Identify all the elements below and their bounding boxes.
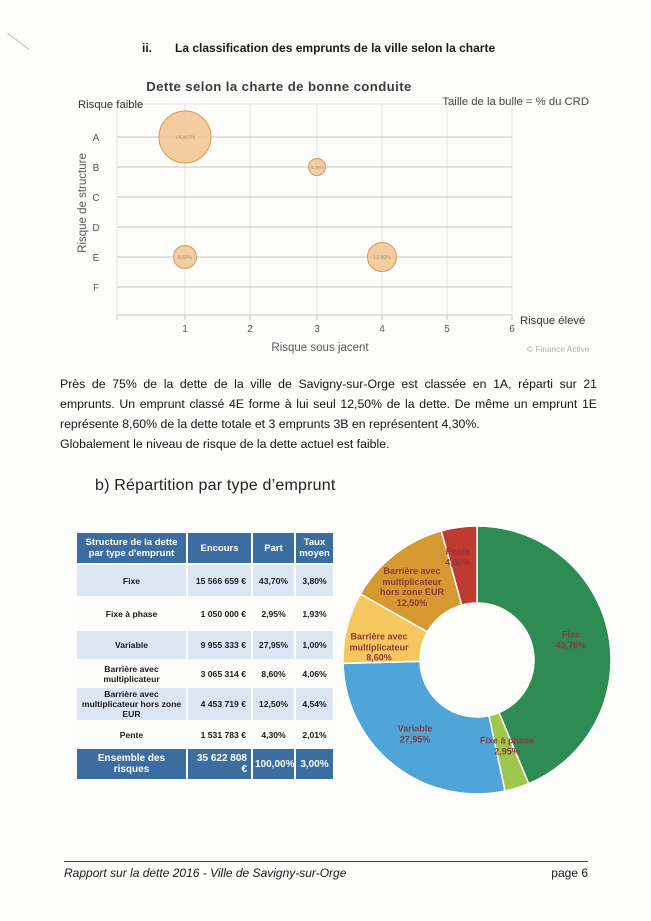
label-risque-faible: Risque faible	[78, 99, 143, 111]
table-row: Barrière avec multiplicateur 3 065 314 €8…	[75, 659, 335, 688]
table-cell: Variable	[75, 629, 188, 661]
bubble-1A	[158, 110, 212, 164]
bubble-size-note: Taille de la bulle = % du CRD	[442, 96, 589, 108]
chart-title: Dette selon la charte de bonne conduite	[146, 79, 411, 94]
table-cell: 4,54%	[294, 686, 335, 722]
section-heading: ii. La classification des emprunts de la…	[142, 41, 495, 55]
table-cell: Barrière avec multiplicateur	[75, 659, 188, 688]
table-row: Variable 9 955 333 €27,95% 1,00%	[75, 629, 335, 661]
debt-structure-table: Structure de la dette par type d'emprunt…	[75, 531, 335, 781]
footer-page-number: page 6	[551, 866, 588, 880]
table-cell: Barrière avec multiplicateur hors zone E…	[75, 686, 188, 722]
table-cell: 15 566 659 €	[186, 563, 253, 598]
y-tick: D	[92, 223, 99, 234]
x-tick: 1	[182, 324, 188, 335]
table-cell: 2,01%	[294, 720, 335, 749]
col-header-part: Part	[251, 531, 296, 565]
donut-segment-fixe	[476, 525, 612, 785]
section-heading-title: La classification des emprunts de la vil…	[175, 41, 496, 55]
finance-active-credit: © Finance Active	[527, 344, 590, 354]
total-taux: 3,00%	[294, 747, 335, 781]
table-total-row: Ensemble des risques 35 622 808 € 100,00…	[75, 747, 335, 781]
y-tick: A	[93, 133, 100, 144]
footer: Rapport sur la dette 2016 - Ville de Sav…	[64, 866, 588, 880]
y-tick: E	[93, 253, 100, 264]
x-tick: 2	[247, 324, 253, 335]
scan-artifact	[7, 33, 30, 51]
table-row: Pente 1 531 783 €4,30% 2,01%	[75, 720, 335, 749]
bubble-3B	[308, 158, 326, 176]
bubble-1A-label: 74,60%	[175, 135, 196, 141]
col-header-taux-moyen: Taux moyen	[294, 531, 335, 565]
table-cell: 1,93%	[294, 596, 335, 631]
chart-gridlines	[116, 103, 513, 320]
table-cell: 4,06%	[294, 659, 335, 688]
bubble-3B-label: 4,30%	[310, 165, 323, 170]
donut-label-variable: Variable 27,95%	[397, 723, 433, 745]
body-paragraph: Près de 75% de la dette de la ville de S…	[60, 377, 597, 431]
table-cell: 9 955 333 €	[186, 629, 253, 661]
table-header-row: Structure de la dette par type d'emprunt…	[75, 531, 335, 565]
donut-label-fixe-a-phase: Fixe à phase 2,95%	[479, 735, 535, 757]
footer-rule	[64, 861, 588, 862]
table-cell: 43,70%	[251, 563, 296, 598]
bubble-1E-label: 8,60%	[178, 255, 193, 261]
table-cell: Fixe à phase	[75, 596, 188, 631]
x-axis-title: Risque sous jacent	[271, 342, 369, 354]
table-cell: 8,60%	[251, 659, 296, 688]
donut-label-barriere-hors-zone-eur: Barrière avec multiplicateur hors zone E…	[379, 566, 445, 608]
table-cell: 2,95%	[251, 596, 296, 631]
donut-label-barriere-multiplicateur: Barrière avec multiplicateur 8,60%	[349, 631, 409, 663]
body-paragraph-2: Globalement le niveau de risque de la de…	[60, 437, 390, 451]
x-tick: 5	[444, 324, 450, 335]
total-label: Ensemble des risques	[75, 747, 188, 781]
bubble-4E	[367, 242, 397, 272]
section-heading-number: ii.	[142, 41, 153, 55]
table-cell: 3,80%	[294, 563, 335, 598]
donut-segment-pente	[440, 525, 478, 606]
y-axis-title: Risque de structure	[77, 153, 89, 253]
bubble-chart: Dette selon la charte de bonne conduite …	[77, 79, 590, 354]
table-cell: 4 453 719 €	[186, 686, 253, 722]
y-tick: F	[93, 283, 99, 294]
x-tick: 3	[314, 324, 320, 335]
y-tick: B	[93, 163, 100, 174]
table-row: Fixe 15 566 659 €43,70% 3,80%	[75, 563, 335, 598]
table-cell: Fixe	[75, 563, 188, 598]
table-cell: Pente	[75, 720, 188, 749]
label-risque-eleve: Risque élevé	[520, 315, 585, 327]
total-part: 100,00%	[251, 747, 296, 781]
section-b-heading: b) Répartition par type d’emprunt	[95, 477, 336, 494]
donut-label-fixe: Fixe 43,70%	[555, 629, 587, 651]
table-cell: 3 065 314 €	[186, 659, 253, 688]
x-tick: 6	[509, 324, 515, 335]
table-cell: 1 050 000 €	[186, 596, 253, 631]
debt-table-body: Fixe 15 566 659 €43,70% 3,80% Fixe à phase 1…	[75, 563, 335, 749]
bubble-1E	[173, 245, 197, 269]
table-cell: 12,50%	[251, 686, 296, 722]
table-row: Fixe à phase 1 050 000 €2,95% 1,93%	[75, 596, 335, 631]
footer-report-title: Rapport sur la dette 2016 - Ville de Sav…	[64, 866, 347, 880]
table-cell: 27,95%	[251, 629, 296, 661]
y-tick: C	[92, 193, 99, 204]
bubble-4E-label: 12,50%	[373, 255, 391, 261]
table-cell: 4,30%	[251, 720, 296, 749]
col-header-structure: Structure de la dette par type d'emprunt	[75, 531, 188, 565]
donut-svg	[342, 525, 612, 795]
table-cell: 1,00%	[294, 629, 335, 661]
total-encours: 35 622 808 €	[186, 747, 253, 781]
table-cell: 1 531 783 €	[186, 720, 253, 749]
table-row: Barrière avec multiplicateur hors zone E…	[75, 686, 335, 722]
col-header-encours: Encours	[186, 531, 253, 565]
donut-segment-variable	[342, 660, 506, 795]
x-tick: 4	[379, 324, 385, 335]
donut-label-pente: Pente 4,30%	[445, 546, 471, 568]
donut-chart: Fixe 43,70% Fixe à phase 2,95% Variable …	[328, 512, 630, 809]
